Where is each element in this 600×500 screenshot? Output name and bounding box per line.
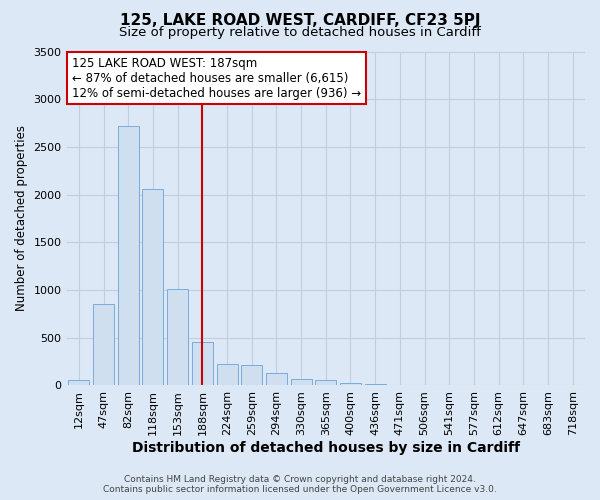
Text: 125 LAKE ROAD WEST: 187sqm
← 87% of detached houses are smaller (6,615)
12% of s: 125 LAKE ROAD WEST: 187sqm ← 87% of deta… [72,56,361,100]
X-axis label: Distribution of detached houses by size in Cardiff: Distribution of detached houses by size … [132,441,520,455]
Bar [217,364,238,386]
Bar [142,189,163,386]
Bar [315,380,336,386]
Bar [118,126,139,386]
Bar [167,289,188,386]
Bar [340,382,361,386]
Bar [93,304,114,386]
Bar [266,373,287,386]
Bar [290,380,311,386]
Bar [192,342,213,386]
Bar [365,384,386,386]
Text: 125, LAKE ROAD WEST, CARDIFF, CF23 5PJ: 125, LAKE ROAD WEST, CARDIFF, CF23 5PJ [120,12,480,28]
Text: Size of property relative to detached houses in Cardiff: Size of property relative to detached ho… [119,26,481,39]
Bar [241,365,262,386]
Bar [68,380,89,386]
Y-axis label: Number of detached properties: Number of detached properties [15,126,28,312]
Text: Contains HM Land Registry data © Crown copyright and database right 2024.
Contai: Contains HM Land Registry data © Crown c… [103,474,497,494]
